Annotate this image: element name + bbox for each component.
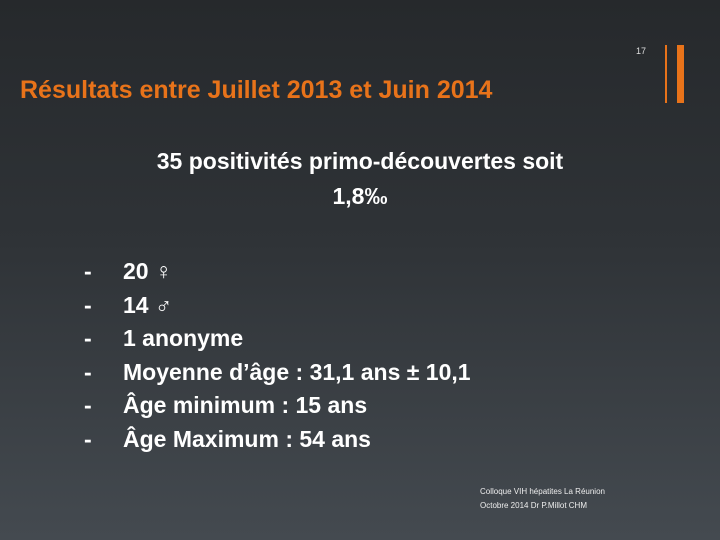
bullet-text: 14 ♂: [123, 291, 173, 318]
bullet-text: 20 ♀: [123, 258, 173, 284]
accent-line: [665, 45, 667, 103]
subtitle-line: 1,8‰: [332, 183, 388, 209]
accent-bar: [677, 45, 684, 103]
footer-line: Colloque VIH hépatites La Réunion: [480, 487, 605, 496]
bullet-marker: -: [84, 258, 92, 284]
bullet-marker: -: [84, 425, 92, 452]
slide-title: Résultats entre Juillet 2013 et Juin 201…: [20, 76, 493, 104]
bullet-text: Moyenne d’âge : 31,1 ans ± 10,1: [123, 358, 471, 385]
bullet-marker: -: [84, 291, 92, 318]
subtitle-line: 35 positivités primo-découvertes soit: [156, 148, 564, 174]
bullet-text: Âge Maximum : 54 ans: [123, 425, 371, 452]
bullet-marker: -: [84, 325, 92, 352]
footer-line: Octobre 2014 Dr P.Millot CHM: [480, 501, 587, 510]
bullet-marker: -: [84, 392, 92, 419]
slide-number: 17: [635, 46, 646, 56]
bullet-text: Âge minimum : 15 ans: [123, 392, 368, 419]
bullet-marker: -: [84, 358, 92, 385]
bullet-text: 1 anonyme: [123, 325, 244, 352]
